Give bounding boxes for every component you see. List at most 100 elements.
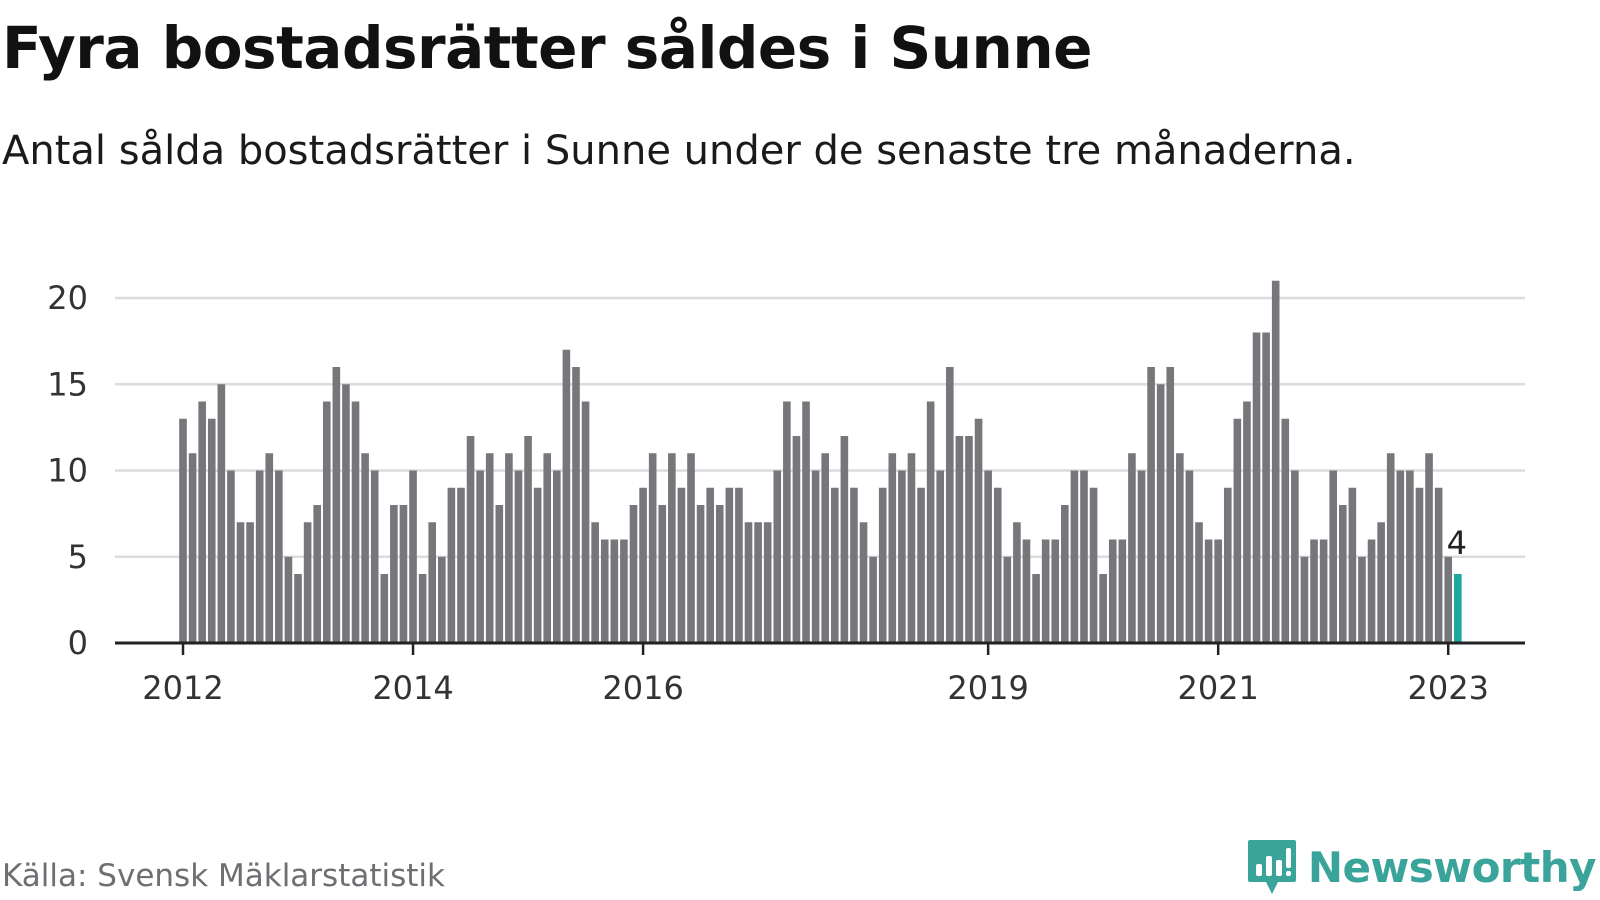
bar bbox=[1185, 470, 1194, 643]
bar bbox=[303, 522, 312, 643]
bar bbox=[524, 436, 532, 643]
bar bbox=[1022, 539, 1031, 643]
bar bbox=[428, 522, 437, 643]
bar bbox=[409, 470, 417, 643]
bar bbox=[514, 470, 523, 643]
bar bbox=[1147, 367, 1155, 643]
bar bbox=[1300, 556, 1309, 643]
bar bbox=[1358, 556, 1366, 643]
gridlines bbox=[115, 296, 1525, 558]
bar bbox=[926, 401, 935, 643]
bar bbox=[313, 505, 321, 643]
bar bbox=[658, 505, 667, 643]
bar bbox=[1089, 487, 1098, 643]
bar bbox=[965, 436, 973, 643]
bar bbox=[869, 556, 877, 643]
y-tick-label: 0 bbox=[68, 624, 88, 662]
bar bbox=[255, 470, 264, 643]
x-tick-label: 2012 bbox=[142, 669, 223, 707]
bar bbox=[706, 487, 714, 643]
bar bbox=[1041, 539, 1050, 643]
bar bbox=[332, 367, 341, 643]
x-tick-label: 2016 bbox=[602, 669, 683, 707]
bar bbox=[1214, 539, 1222, 643]
bar bbox=[802, 401, 810, 643]
bar bbox=[1137, 470, 1146, 643]
bar bbox=[687, 453, 695, 643]
data-label: 4 bbox=[1447, 524, 1467, 562]
bar bbox=[898, 470, 906, 643]
bar bbox=[476, 470, 484, 643]
bar bbox=[744, 522, 753, 643]
bar bbox=[1338, 505, 1347, 643]
bar bbox=[1108, 539, 1117, 643]
x-tick-label: 2021 bbox=[1177, 669, 1258, 707]
x-tick-label: 2019 bbox=[947, 669, 1028, 707]
bar bbox=[792, 436, 801, 643]
bar bbox=[696, 505, 705, 643]
bar bbox=[629, 505, 638, 643]
brand-logo[interactable]: Newsworthy bbox=[1246, 838, 1597, 896]
bar bbox=[1377, 522, 1385, 643]
bar bbox=[572, 367, 580, 643]
bar bbox=[859, 522, 868, 643]
bar bbox=[1262, 332, 1270, 643]
source-note: Källa: Svensk Mäklarstatistik bbox=[2, 858, 445, 894]
bar bbox=[1166, 367, 1175, 643]
bar bbox=[1291, 470, 1299, 643]
bar bbox=[361, 453, 369, 643]
bar bbox=[1271, 280, 1280, 643]
bar bbox=[821, 453, 829, 643]
bar bbox=[418, 574, 427, 643]
bar bbox=[773, 470, 782, 643]
bar bbox=[946, 367, 954, 643]
bar bbox=[505, 453, 513, 643]
bar bbox=[1329, 470, 1337, 643]
bar bbox=[342, 384, 350, 643]
bar bbox=[955, 436, 964, 643]
bar bbox=[1444, 556, 1453, 643]
bar bbox=[677, 487, 686, 643]
bar bbox=[1434, 487, 1443, 643]
bar bbox=[1003, 556, 1012, 643]
bar bbox=[1156, 384, 1165, 643]
bar bbox=[1425, 453, 1433, 643]
bar bbox=[1061, 505, 1069, 643]
bar bbox=[1396, 470, 1405, 643]
bar bbox=[294, 574, 302, 643]
y-tick-label: 5 bbox=[68, 538, 88, 576]
bar bbox=[591, 522, 599, 643]
bar bbox=[399, 505, 408, 643]
bar bbox=[735, 487, 743, 643]
bar bbox=[725, 487, 734, 643]
bar bbox=[1204, 539, 1213, 643]
bar bbox=[246, 522, 254, 643]
bar bbox=[1099, 574, 1107, 643]
bar bbox=[217, 384, 226, 643]
bar bbox=[1233, 418, 1242, 643]
bar bbox=[1243, 401, 1251, 643]
bar bbox=[275, 470, 283, 643]
bar bbox=[993, 487, 1002, 643]
bar bbox=[1013, 522, 1021, 643]
bar bbox=[370, 470, 379, 643]
bar bbox=[457, 487, 465, 643]
bar bbox=[466, 436, 475, 643]
bar bbox=[495, 505, 504, 643]
bar bbox=[553, 470, 561, 643]
y-tick-label: 20 bbox=[47, 279, 88, 317]
bar bbox=[888, 453, 897, 643]
bar bbox=[1319, 539, 1328, 643]
x-tick-label: 2023 bbox=[1408, 669, 1489, 707]
bar bbox=[533, 487, 542, 643]
bar bbox=[639, 487, 647, 643]
bar bbox=[811, 470, 820, 643]
bar bbox=[648, 453, 657, 643]
bar bbox=[974, 418, 983, 643]
bar bbox=[1281, 418, 1290, 643]
bar bbox=[1032, 574, 1040, 643]
bar bbox=[600, 539, 609, 643]
bar bbox=[485, 453, 494, 643]
bar bbox=[581, 401, 590, 643]
y-axis-ticks: 0 5 10 15 20 bbox=[47, 279, 88, 662]
